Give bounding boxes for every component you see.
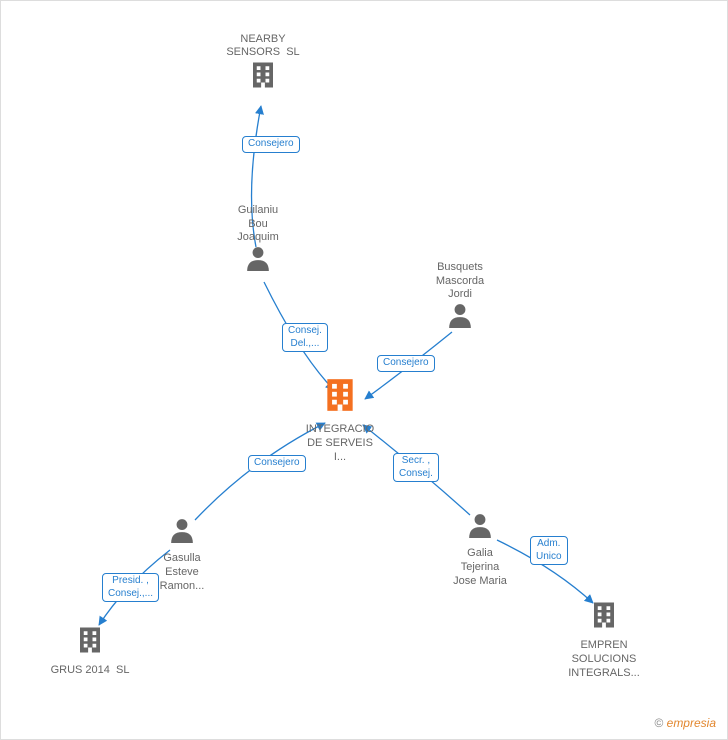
node-label: Guilaniu Bou Joaquim: [198, 204, 318, 245]
brand-name: empresia: [667, 716, 716, 730]
edge-label: Consej. Del.,...: [282, 323, 328, 352]
node-guilaniu[interactable]: Guilaniu Bou Joaquim: [198, 200, 318, 276]
node-nearby[interactable]: NEARBY SENSORS SL: [203, 29, 323, 96]
company-icon: [589, 600, 619, 630]
edge-label: Consejero: [242, 136, 300, 153]
person-icon: [467, 512, 493, 538]
node-grus[interactable]: GRUS 2014 SL: [30, 625, 150, 678]
company-icon: [248, 60, 278, 90]
node-label: Busquets Mascorda Jordi: [400, 261, 520, 302]
node-galia[interactable]: Galia Tejerina Jose Maria: [420, 512, 540, 588]
node-center[interactable]: INTEGRACIO DE SERVEIS I...: [280, 376, 400, 464]
node-label: EMPREN SOLUCIONS INTEGRALS...: [544, 639, 664, 680]
edge-label: Secr. , Consej.: [393, 453, 439, 482]
edge-label: Adm. Unico: [530, 536, 568, 565]
company-icon: [321, 376, 359, 414]
edge-label: Presid. , Consej.,...: [102, 573, 159, 602]
edge-label: Consejero: [377, 355, 435, 372]
node-empren[interactable]: EMPREN SOLUCIONS INTEGRALS...: [544, 600, 664, 680]
node-label: Galia Tejerina Jose Maria: [420, 547, 540, 588]
edge-label: Consejero: [248, 455, 306, 472]
copyright-symbol: ©: [654, 716, 663, 730]
person-icon: [169, 517, 195, 543]
person-icon: [245, 245, 271, 271]
node-busquets[interactable]: Busquets Mascorda Jordi: [400, 257, 520, 333]
node-label: GRUS 2014 SL: [30, 664, 150, 678]
org-network-diagram: INTEGRACIO DE SERVEIS I... NEARBY SENSORS…: [0, 0, 728, 740]
footer-credit: © empresia: [654, 716, 716, 730]
company-icon: [75, 625, 105, 655]
person-icon: [447, 302, 473, 328]
node-label: NEARBY SENSORS SL: [203, 33, 323, 61]
